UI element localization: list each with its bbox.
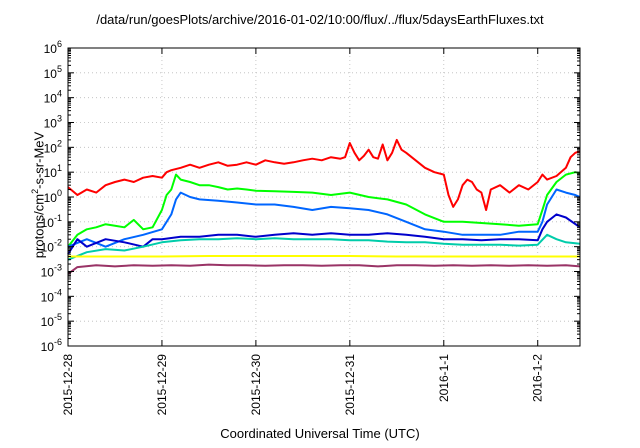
series-line-2 [67, 188, 581, 248]
y-tick-label: 106 [44, 39, 62, 56]
x-tick-label: 2015-12-30 [249, 354, 263, 416]
series-line-5 [68, 255, 580, 258]
x-tick-label: 2016-1-1 [437, 354, 451, 402]
y-tick-label: 103 [44, 114, 62, 131]
y-axis-label: protons/cm2-s-sr-MeV [30, 131, 47, 259]
series-line-1 [67, 171, 581, 248]
x-axis-label: Coordinated Universal Time (UTC) [220, 426, 420, 441]
y-tick-label: 10-3 [41, 263, 62, 280]
y-tick-label: 102 [44, 138, 62, 155]
y-tick-label: 10-2 [41, 238, 62, 255]
y-tick-label: 10-4 [41, 287, 62, 304]
y-tick-label: 100 [44, 188, 62, 205]
series-line-0 [67, 138, 581, 211]
y-tick-label: 10-5 [41, 312, 62, 329]
x-tick-label: 2016-1-2 [531, 354, 545, 402]
x-tick-label: 2015-12-29 [155, 354, 169, 416]
series-line-3 [67, 213, 581, 255]
y-tick-label: 105 [44, 64, 62, 81]
y-tick-label: 10-6 [41, 337, 62, 354]
chart-title: /data/run/goesPlots/archive/2016-01-02/1… [96, 12, 544, 27]
series-line-4 [67, 233, 581, 261]
y-tick-label: 101 [44, 163, 62, 180]
y-tick-label: 104 [44, 89, 62, 106]
series-line-6 [67, 263, 581, 275]
x-tick-label: 2015-12-31 [343, 354, 357, 416]
series-layer [67, 138, 581, 275]
y-tick-label: 10-1 [41, 213, 62, 230]
grid [68, 48, 580, 346]
x-tick-label: 2015-12-28 [61, 354, 75, 416]
ticks: 10-6 10-5 10-4 10-3 10-2 10-1 100 101 102 103 104 1… [41, 39, 580, 415]
